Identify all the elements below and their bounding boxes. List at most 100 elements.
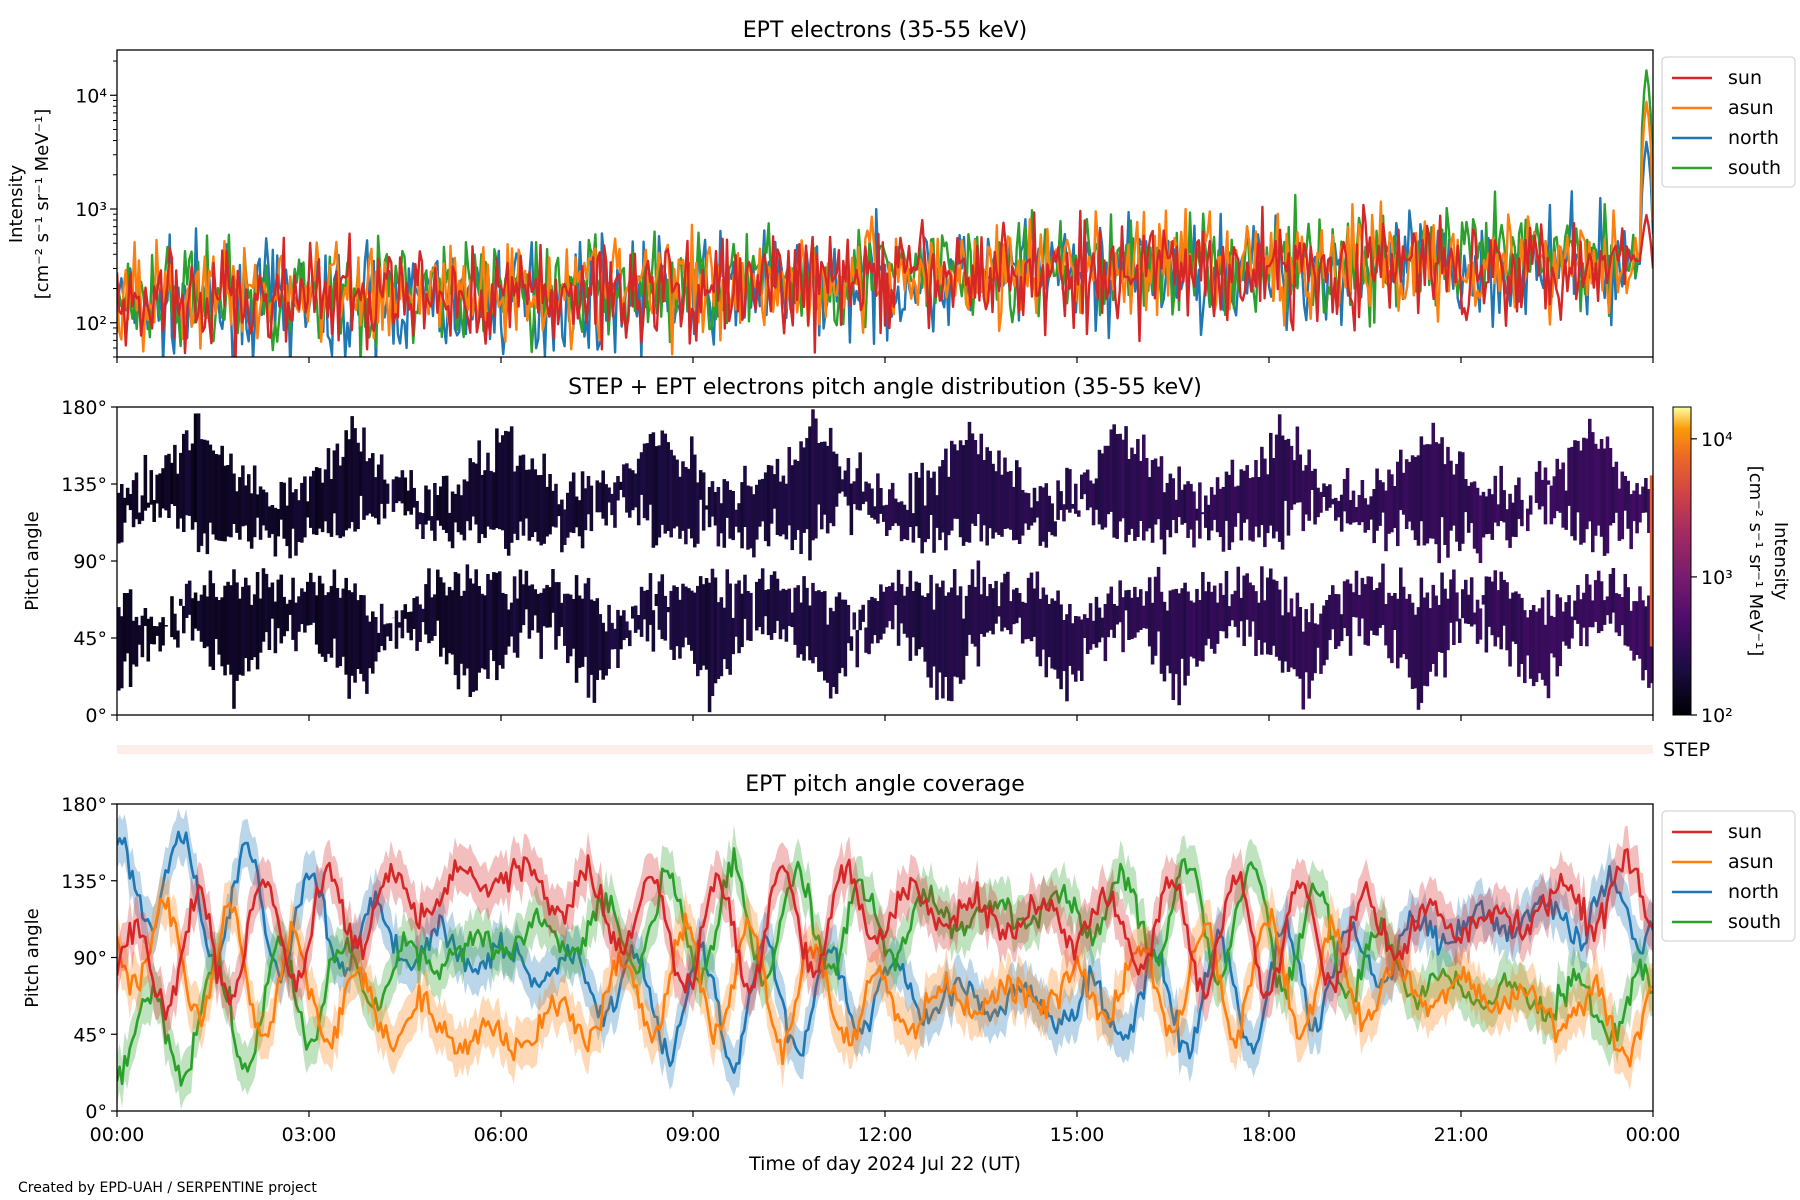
heatmap-cell [1588, 418, 1592, 522]
heatmap-cell [400, 610, 405, 639]
heatmap-cell [577, 595, 582, 668]
heatmap-cell [329, 479, 334, 537]
heatmap-cell [982, 576, 987, 637]
heatmap-cell [1393, 486, 1397, 528]
heatmap-cell [1534, 611, 1539, 682]
heatmap-cell [846, 605, 851, 644]
heatmap-cell [320, 482, 325, 533]
heatmap-cell [902, 504, 907, 540]
heatmap-cell [1623, 574, 1628, 646]
heatmap-cell [997, 606, 1001, 617]
heatmap-cell [1617, 594, 1622, 637]
heatmap-cell [509, 426, 514, 543]
x-axis-label: Time of day 2024 Jul 22 (UT) [748, 1153, 1021, 1175]
heatmap-cell [1121, 439, 1125, 519]
heatmap-cell [1221, 487, 1226, 552]
heatmap-cell [427, 568, 431, 644]
heatmap-cell [796, 585, 800, 658]
heatmap-cell [1159, 456, 1164, 540]
heatmap-cell [1313, 623, 1317, 674]
heatmap-cell [1180, 489, 1184, 525]
series-sun-line [117, 848, 1653, 1021]
heatmap-cell [1088, 603, 1093, 650]
heatmap-cell [1635, 483, 1639, 534]
heatmap-cell [1644, 478, 1648, 513]
heatmap-cell [849, 483, 854, 536]
heatmap-cell [938, 466, 942, 541]
heatmap-cell [908, 570, 913, 661]
heatmap-cell [1366, 504, 1371, 530]
heatmap-cell [571, 599, 576, 649]
heatmap-cell [1094, 478, 1099, 510]
heatmap-cell [1617, 488, 1622, 541]
heatmap-cell [657, 581, 662, 630]
heatmap-cell [793, 587, 797, 645]
panel3-ylabel: Pitch angle [22, 908, 43, 1007]
heatmap-cell [628, 468, 632, 518]
heatmap-cell [970, 569, 975, 644]
heatmap-cell [350, 592, 354, 676]
heatmap-cell [908, 473, 913, 527]
y-tick-label: 0° [85, 705, 107, 727]
heatmap-cell [867, 483, 871, 515]
heatmap-cell [533, 589, 538, 616]
heatmap-cell [486, 452, 490, 527]
panel1-ylabel-line1: Intensity [6, 164, 27, 243]
heatmap-cell [515, 598, 520, 658]
heatmap-cell [595, 598, 600, 680]
heatmap-cell [749, 486, 753, 549]
heatmap-cell [660, 574, 665, 640]
heatmap-cell [1065, 467, 1069, 510]
heatmap-cell [120, 484, 124, 543]
heatmap-cell [120, 616, 124, 689]
heatmap-cell [811, 582, 815, 664]
heatmap-cell [1074, 616, 1078, 682]
heatmap-cell [492, 472, 496, 530]
heatmap-cell [1478, 495, 1483, 563]
x-tick-label: 18:00 [1242, 1124, 1297, 1146]
heatmap-cell [952, 569, 957, 677]
heatmap-cell [1348, 583, 1353, 656]
heatmap-cell [1611, 568, 1616, 613]
heatmap-cell [991, 588, 995, 635]
heatmap-cell [1434, 595, 1438, 677]
heatmap-cell [849, 636, 854, 651]
y-tick-label: 90° [73, 551, 107, 573]
heatmap-cell [805, 438, 809, 530]
heatmap-cell [781, 475, 786, 535]
heatmap-cell [542, 588, 546, 627]
legend3-south-label: south [1728, 911, 1781, 933]
heatmap-cell [1109, 586, 1114, 630]
heatmap-cell [208, 570, 213, 667]
heatmap-cell [238, 598, 242, 675]
heatmap-cell [1091, 620, 1096, 645]
heatmap-cell [1227, 606, 1232, 627]
heatmap-cell [920, 462, 924, 554]
heatmap-cell [651, 432, 656, 548]
heatmap-cell [199, 439, 204, 546]
heatmap-cell [341, 456, 346, 537]
heatmap-cell [468, 458, 473, 531]
heatmap-cell [1277, 589, 1282, 661]
heatmap-cell [220, 597, 224, 667]
heatmap-cell [1546, 480, 1551, 485]
heatmap-cell [595, 480, 600, 513]
heatmap-cell [808, 426, 812, 561]
panel2-ylabel: Pitch angle [22, 511, 43, 610]
heatmap-cell [1260, 566, 1264, 655]
heatmap-cell [1304, 465, 1308, 515]
heatmap-cell [1579, 599, 1583, 646]
heatmap-cell [944, 448, 948, 551]
heatmap-cell [976, 560, 981, 667]
heatmap-cell [193, 592, 198, 629]
heatmap-cell [760, 478, 765, 522]
heatmap-cell [512, 576, 517, 653]
heatmap-cell [704, 505, 709, 510]
heatmap-cell [509, 602, 514, 637]
heatmap-cell [1139, 589, 1143, 630]
heatmap-cell [1020, 601, 1025, 644]
heatmap-cell [350, 416, 354, 523]
heatmap-cell [441, 476, 446, 530]
heatmap-cell [312, 582, 316, 623]
heatmap-cell [1638, 494, 1642, 523]
